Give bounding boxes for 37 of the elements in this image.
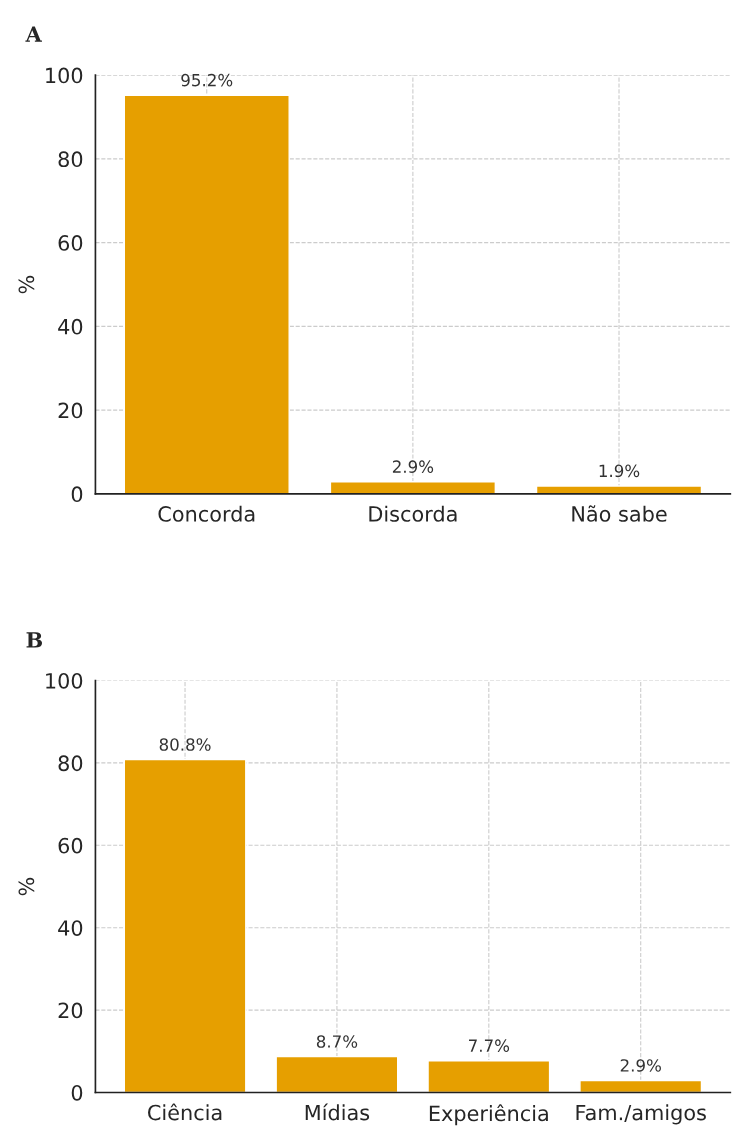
data-label: 80.8% [159,738,211,751]
x-tick-label: Experiência [429,1104,548,1126]
bar [427,1060,551,1093]
x-tick-label: Ciência [148,1103,222,1121]
x-tick-label: Discorda [369,505,457,522]
y-tick-label: 80 [58,755,83,772]
y-tick-label: 60 [58,235,83,251]
y-tick-label: 40 [58,318,83,335]
chart-title: B [26,632,43,648]
y-tick-label: 20 [58,402,83,419]
chart-title: A [25,26,42,42]
data-label: 95.2% [181,73,233,87]
y-axis-title: % [18,275,35,294]
y-tick-label: 0 [71,1084,83,1101]
bar [329,481,497,494]
y-axis-title: % [18,877,35,896]
bar [275,1055,399,1093]
data-label: 8.7% [316,1035,358,1048]
y-tick-label: 40 [58,920,83,936]
y-tick-label: 100 [46,672,83,689]
y-tick-label: 60 [58,837,83,854]
x-tick-label: Mídias [305,1103,370,1121]
y-tick-label: 0 [71,486,83,503]
y-tick-label: 80 [58,151,83,168]
y-tick-label: 100 [46,67,83,84]
bar [123,94,290,494]
y-tick-label: 20 [58,1002,83,1019]
bar [123,758,247,1093]
x-tick-label: Não sabe [572,505,667,522]
bar [535,485,703,494]
x-tick-label: Fam./amigos [576,1104,706,1125]
bar [579,1079,703,1093]
data-label: 7.7% [469,1039,510,1052]
data-label: 2.9% [620,1059,661,1072]
x-tick-label: Concorda [158,505,255,522]
data-label: 1.9% [599,464,640,478]
data-label: 2.9% [392,460,434,473]
